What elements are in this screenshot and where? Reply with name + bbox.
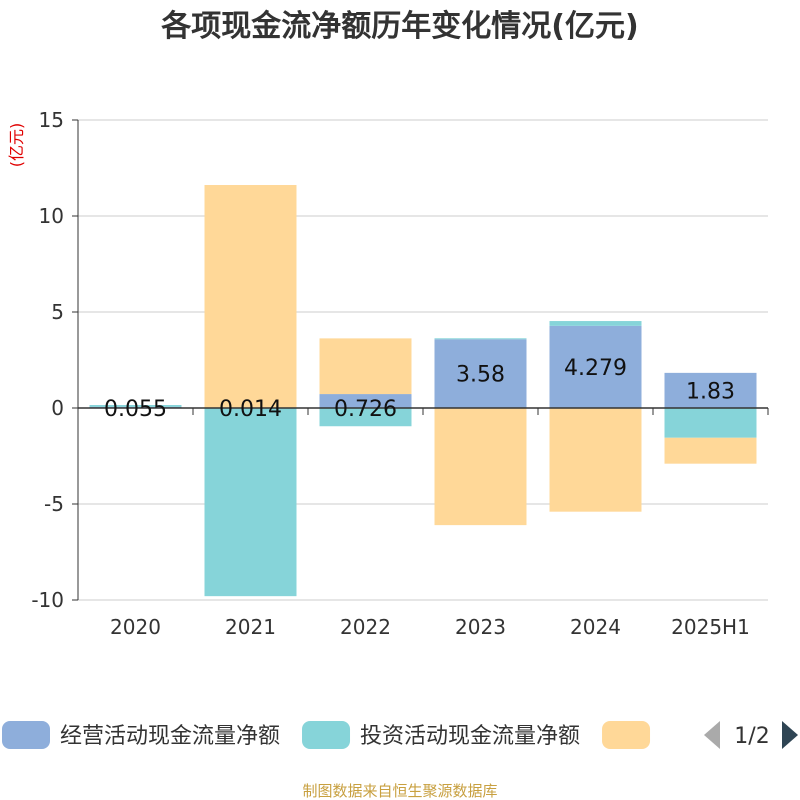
tick-labels: 15 10 5 0 -5 -10 2020 2021 2022 2023 2024 2025H1: [31, 108, 750, 639]
y-tick-label: -10: [31, 588, 64, 612]
bar-2022-series-1: [319, 394, 412, 408]
x-tick-label: 2021: [225, 615, 276, 639]
bar-2024-series-1: [549, 325, 642, 408]
chart-title: 各项现金流净额历年变化情况(亿元): [160, 9, 638, 44]
x-tick-label: 2022: [340, 615, 391, 639]
bar-2021-series-3: [204, 185, 297, 408]
legend-page-indicator: 1/2: [734, 724, 769, 749]
y-tick-label: 0: [51, 396, 64, 420]
data-labels: 0.055 0.014 0.726 3.58 4.279 1.83: [104, 356, 735, 422]
x-tick-label: 2023: [455, 615, 506, 639]
data-label-2021: 0.014: [219, 397, 282, 422]
x-tick-label: 2020: [110, 615, 161, 639]
bars: [89, 185, 757, 597]
legend-swatch-1[interactable]: [2, 721, 50, 749]
legend-swatch-3[interactable]: [602, 721, 651, 749]
bar-2025H1-series-3: [664, 437, 757, 464]
bar-2023-series-3: [434, 408, 527, 526]
data-label-2023: 3.58: [456, 363, 505, 388]
legend-next-page-icon[interactable]: [782, 721, 798, 749]
legend-label-2[interactable]: 投资活动现金流量净额: [360, 724, 580, 749]
y-tick-label: 5: [51, 300, 64, 324]
bar-2024-series-2: [549, 321, 642, 326]
legend-swatch-2[interactable]: [302, 721, 351, 749]
x-tick-label: 2025H1: [671, 615, 750, 639]
data-label-2025H1: 1.83: [686, 379, 735, 404]
bar-2024-series-3: [549, 408, 642, 512]
legend: 经营活动现金流量净额 投资活动现金流量净额 1/2: [2, 721, 798, 749]
y-tick-label: 15: [39, 108, 64, 132]
bar-2023-series-1: [434, 339, 527, 408]
bar-2022-series-3: [319, 338, 412, 395]
y-axis-unit: (亿元): [7, 123, 26, 168]
x-tick-label: 2024: [570, 615, 621, 639]
axes: [77, 120, 769, 600]
legend-prev-page-icon[interactable]: [704, 721, 720, 749]
bar-2022-series-2: [319, 408, 412, 427]
bar-2023-series-2: [434, 338, 527, 340]
data-label-2024: 4.279: [564, 356, 627, 381]
grid-lines: [72, 119, 768, 601]
y-tick-label: -5: [44, 492, 64, 516]
y-tick-label: 10: [39, 204, 64, 228]
bar-2021-series-2: [204, 408, 297, 597]
data-label-2022: 0.726: [334, 397, 397, 422]
data-label-2020: 0.055: [104, 397, 167, 422]
source-note: 制图数据来自恒生聚源数据库: [302, 782, 497, 800]
legend-label-1[interactable]: 经营活动现金流量净额: [60, 724, 280, 749]
bar-2025H1-series-1: [664, 372, 757, 408]
bar-2020-series-2: [89, 405, 182, 407]
bar-2025H1-series-2: [664, 408, 757, 438]
